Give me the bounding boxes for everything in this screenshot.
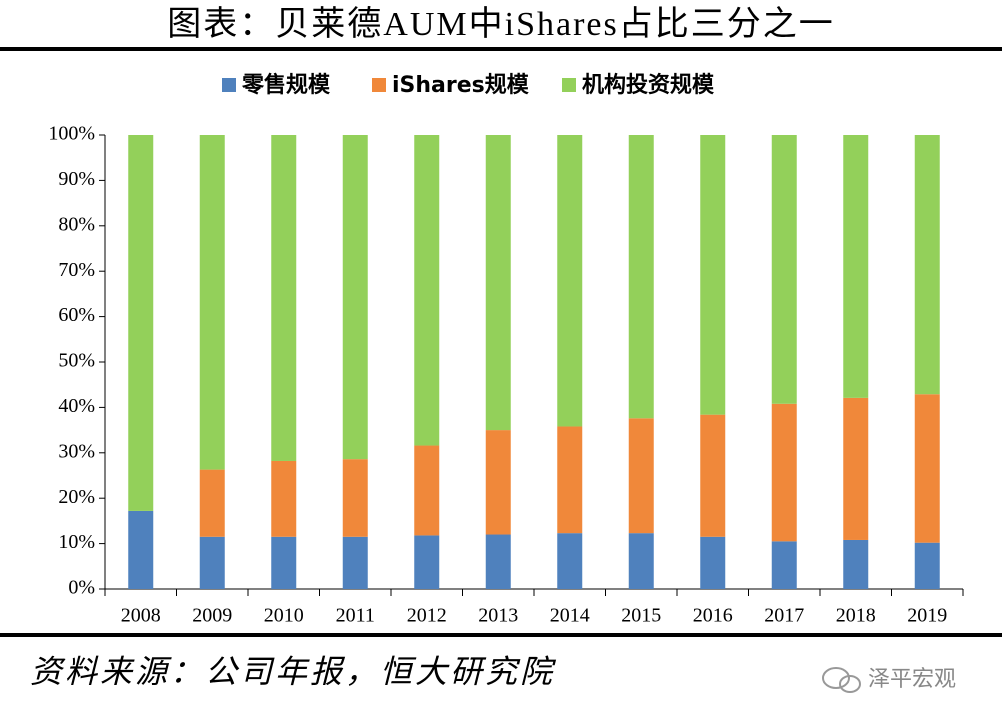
bar-segment xyxy=(271,460,297,537)
legend-label: 零售规模 xyxy=(241,72,331,98)
bar-segment xyxy=(271,135,297,461)
bar-segment xyxy=(342,135,368,460)
x-tick-label: 2012 xyxy=(407,605,447,627)
bar-segment xyxy=(485,534,511,589)
bar-segment xyxy=(414,135,440,446)
y-tick-label: 20% xyxy=(58,486,95,508)
bar-segment xyxy=(843,135,869,398)
y-tick-label: 10% xyxy=(58,531,95,553)
watermark: 泽平宏观 xyxy=(868,667,956,692)
legend-swatch xyxy=(562,78,576,92)
y-tick-label: 30% xyxy=(58,440,95,462)
bar-segment xyxy=(128,135,154,511)
legend-label: iShares规模 xyxy=(392,73,530,98)
legend-swatch xyxy=(222,78,236,92)
bar-segment xyxy=(914,542,940,589)
y-tick-label: 70% xyxy=(58,259,95,281)
bar-segment xyxy=(414,445,440,536)
legend-label: 机构投资规模 xyxy=(582,72,715,98)
y-tick-label: 40% xyxy=(58,395,95,417)
footer-rule xyxy=(0,633,1002,637)
bar-segment xyxy=(485,430,511,535)
y-tick-label: 0% xyxy=(68,577,95,599)
x-tick-label: 2015 xyxy=(621,605,661,627)
bar-segment xyxy=(199,536,225,589)
title-rule xyxy=(0,47,1002,51)
bar-segment xyxy=(628,533,654,589)
x-tick-label: 2011 xyxy=(336,605,375,627)
y-tick-label: 50% xyxy=(58,350,95,372)
y-tick-label: 100% xyxy=(48,123,95,145)
bar-segment xyxy=(700,414,726,537)
bar-segment xyxy=(914,394,940,543)
bar-segment xyxy=(700,536,726,589)
y-tick-label: 60% xyxy=(58,304,95,326)
bar-segment xyxy=(199,469,225,537)
x-tick-label: 2008 xyxy=(121,605,161,627)
x-tick-label: 2016 xyxy=(693,605,733,627)
x-tick-label: 2019 xyxy=(907,605,947,627)
legend-swatch xyxy=(372,78,386,92)
bar-segment xyxy=(771,135,797,404)
bar-segment xyxy=(628,135,654,419)
bar-segment xyxy=(700,135,726,415)
bar-segment xyxy=(557,135,583,427)
x-tick-label: 2010 xyxy=(264,605,304,627)
bar-segment xyxy=(128,510,154,589)
bar-segment xyxy=(271,536,297,589)
bar-segment xyxy=(843,397,869,540)
source-note: 资料来源：公司年报，恒大研究院 xyxy=(30,653,557,689)
bar-segment xyxy=(414,535,440,589)
bar-segment xyxy=(557,426,583,534)
x-tick-label: 2009 xyxy=(192,605,232,627)
bar-segment xyxy=(843,539,869,589)
bar-segment xyxy=(914,135,940,395)
x-tick-label: 2017 xyxy=(764,605,804,627)
x-tick-label: 2014 xyxy=(550,605,590,627)
x-tick-label: 2013 xyxy=(478,605,518,627)
bar-segment xyxy=(557,533,583,589)
bar-segment xyxy=(485,135,511,431)
bar-segment xyxy=(342,459,368,537)
bar-segment xyxy=(628,418,654,534)
x-tick-label: 2018 xyxy=(836,605,876,627)
bar-segment xyxy=(199,135,225,470)
bar-segment xyxy=(342,536,368,589)
bar-segment xyxy=(771,403,797,542)
bar-segment xyxy=(771,541,797,589)
y-tick-label: 80% xyxy=(58,213,95,235)
y-tick-label: 90% xyxy=(58,168,95,190)
watermark-icon xyxy=(822,667,861,693)
chart-title: 图表：贝莱德AUM中iShares占比三分之一 xyxy=(167,5,834,43)
